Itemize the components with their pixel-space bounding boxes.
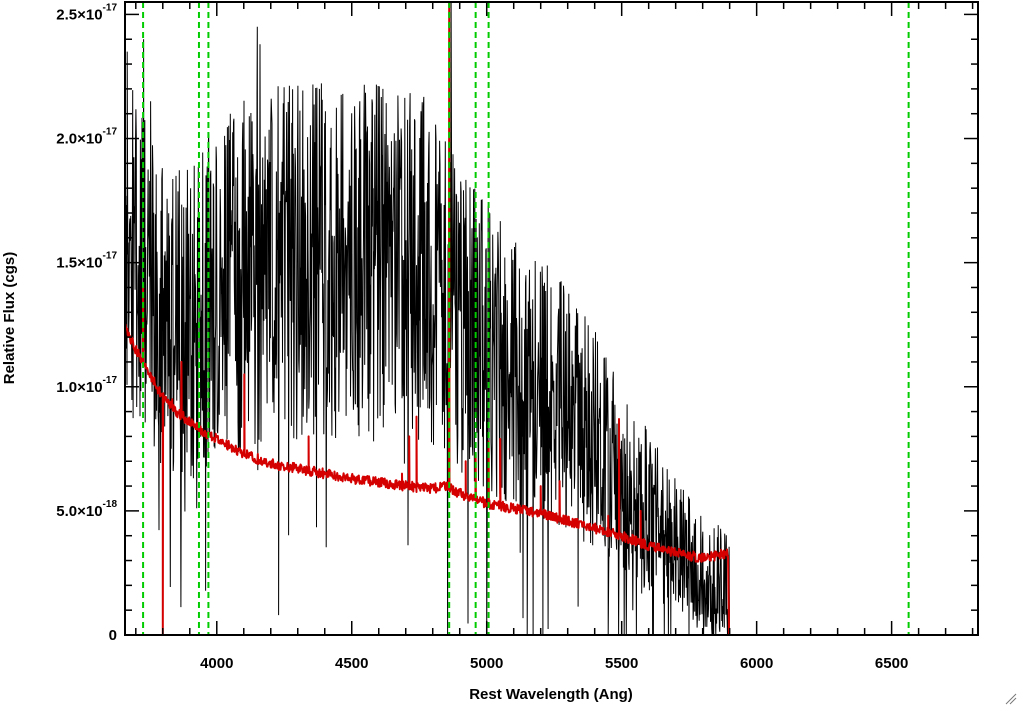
data-layer (125, 2, 978, 635)
x-axis-title: Rest Wavelength (Ang) (469, 686, 633, 703)
tick-layer: 4000 4500 5000 5500 6000 6500 0 5.0×10-18 1.0×10… (56, 2, 978, 672)
y-axis-title: Relative Flux (cgs) (1, 252, 18, 385)
y-tick-exponent: -17 (103, 251, 118, 262)
x-tick-label: 5500 (605, 655, 638, 672)
plot-area (125, 2, 978, 635)
x-tick-label: 5000 (470, 655, 503, 672)
y-tick-mantissa: 2.0×10 (56, 131, 102, 148)
y-tick-label: 5.0×10-18 (56, 499, 117, 520)
y-tick-exponent: -18 (103, 499, 118, 510)
y-tick-label: 2.0×10-17 (56, 127, 117, 148)
y-tick-mantissa: 1.0×10 (56, 379, 102, 396)
y-tick-label: 0 (109, 627, 117, 644)
y-tick-label: 2.5×10-17 (56, 2, 117, 23)
y-tick-mantissa: 5.0×10 (56, 503, 102, 520)
x-tick-label: 4500 (335, 655, 368, 672)
y-tick-exponent: -17 (103, 2, 118, 13)
y-tick-label: 1.0×10-17 (56, 375, 117, 396)
y-tick-mantissa: 2.5×10 (56, 6, 102, 23)
x-tick-label: 6500 (875, 655, 908, 672)
x-tick-label: 4000 (200, 655, 233, 672)
plot-frame (124, 1, 979, 636)
y-tick-exponent: -17 (103, 127, 118, 138)
y-tick-exponent: -17 (103, 375, 118, 386)
y-tick-label: 1.5×10-17 (56, 251, 117, 272)
x-tick-label: 6000 (740, 655, 773, 672)
observed-spectrum-line (125, 2, 730, 635)
resize-grip[interactable] (1005, 693, 1017, 705)
model-spectrum-line (125, 2, 978, 635)
y-tick-mantissa: 1.5×10 (56, 255, 102, 272)
